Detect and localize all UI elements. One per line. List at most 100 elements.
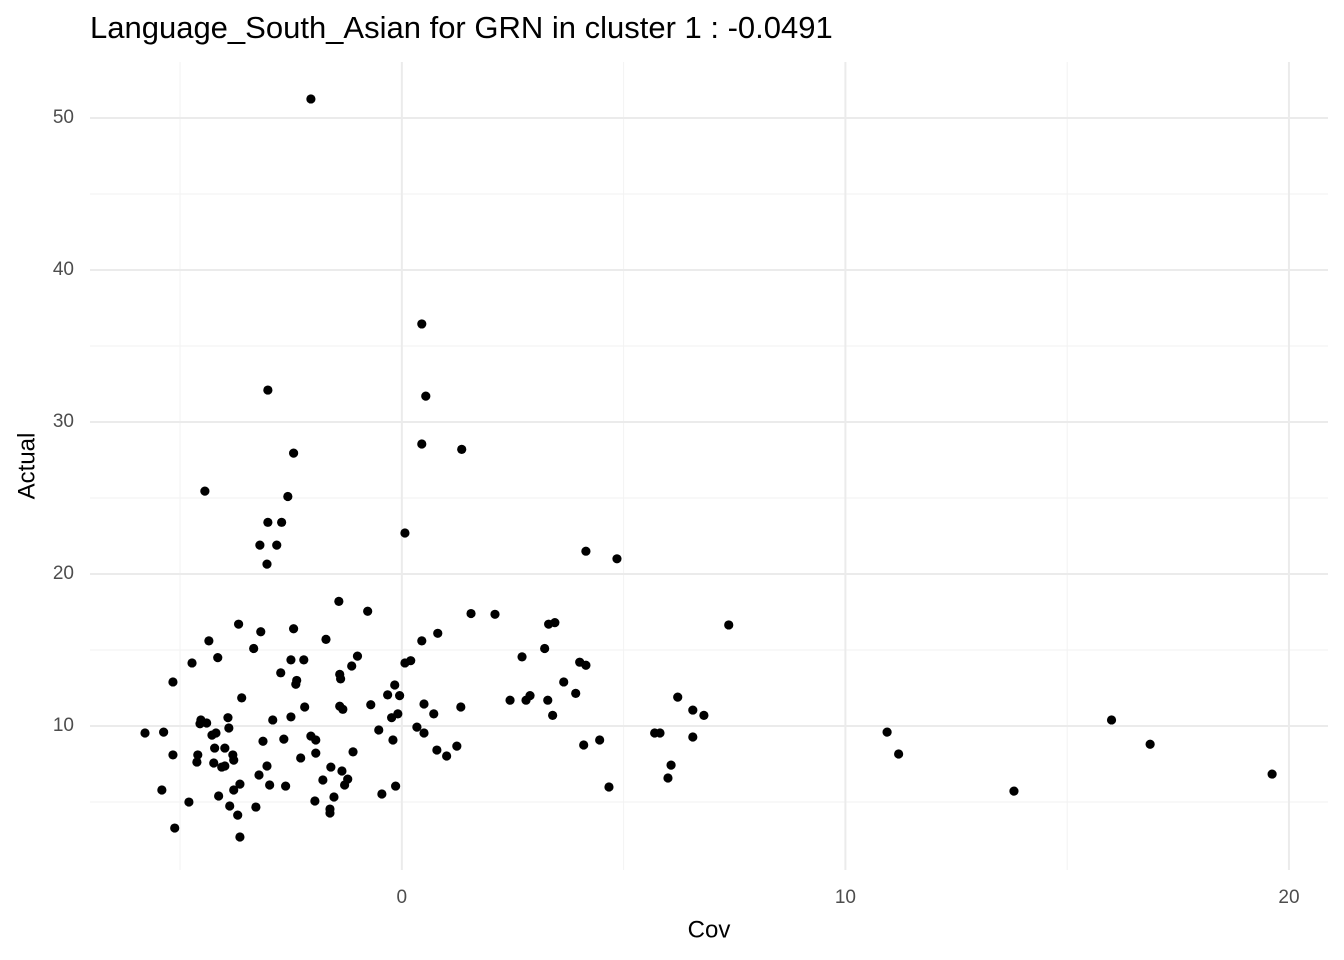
point bbox=[262, 761, 272, 771]
point bbox=[229, 785, 239, 795]
chart-title: Language_South_Asian for GRN in cluster … bbox=[90, 10, 833, 45]
point bbox=[329, 792, 339, 802]
y-axis-label: Actual bbox=[13, 433, 40, 500]
point bbox=[220, 743, 230, 753]
point bbox=[612, 554, 622, 564]
point bbox=[318, 775, 328, 785]
point bbox=[406, 656, 416, 666]
point bbox=[419, 699, 429, 709]
point bbox=[666, 760, 676, 770]
point bbox=[258, 736, 268, 746]
point bbox=[263, 517, 273, 527]
point bbox=[286, 712, 296, 722]
point bbox=[210, 743, 220, 753]
point bbox=[400, 528, 410, 538]
point bbox=[262, 559, 272, 569]
point bbox=[321, 634, 331, 644]
point bbox=[256, 627, 266, 637]
point bbox=[663, 773, 673, 783]
point bbox=[195, 719, 205, 729]
point bbox=[263, 385, 273, 395]
x-tick-label: 0 bbox=[397, 887, 408, 908]
point bbox=[140, 728, 150, 738]
point bbox=[490, 609, 500, 619]
point bbox=[306, 94, 316, 104]
point bbox=[170, 823, 180, 833]
point bbox=[571, 688, 581, 698]
point bbox=[233, 810, 243, 820]
point bbox=[595, 735, 605, 745]
point bbox=[202, 718, 212, 728]
point bbox=[336, 674, 346, 684]
point bbox=[229, 755, 239, 765]
y-tick-label: 30 bbox=[53, 411, 74, 432]
point bbox=[334, 596, 344, 606]
point bbox=[265, 780, 275, 790]
point bbox=[207, 730, 217, 740]
point bbox=[299, 655, 309, 665]
point bbox=[433, 628, 443, 638]
point bbox=[421, 391, 431, 401]
point bbox=[374, 725, 384, 735]
point bbox=[581, 546, 591, 556]
x-tick-label: 20 bbox=[1278, 887, 1299, 908]
point bbox=[279, 734, 289, 744]
point bbox=[521, 695, 531, 705]
point bbox=[390, 680, 400, 690]
point bbox=[220, 761, 230, 771]
point bbox=[281, 781, 291, 791]
point bbox=[395, 691, 405, 701]
point bbox=[311, 748, 321, 758]
point bbox=[442, 751, 452, 761]
point bbox=[286, 655, 296, 665]
point bbox=[417, 319, 427, 329]
point bbox=[699, 710, 709, 720]
point bbox=[383, 690, 393, 700]
point bbox=[272, 540, 282, 550]
point bbox=[338, 704, 348, 714]
point bbox=[277, 517, 287, 527]
point bbox=[223, 713, 233, 723]
point bbox=[296, 753, 306, 763]
point bbox=[204, 636, 214, 646]
point bbox=[655, 728, 665, 738]
point bbox=[235, 832, 245, 842]
point bbox=[337, 766, 347, 776]
point bbox=[363, 606, 373, 616]
point bbox=[517, 652, 527, 662]
point bbox=[325, 808, 335, 818]
y-tick-label: 50 bbox=[53, 107, 74, 128]
point bbox=[688, 705, 698, 715]
point bbox=[214, 791, 224, 801]
y-tick-label: 10 bbox=[53, 715, 74, 736]
point bbox=[326, 762, 336, 772]
point bbox=[288, 448, 299, 458]
point bbox=[168, 677, 178, 687]
point bbox=[352, 651, 363, 661]
point bbox=[288, 624, 299, 634]
point bbox=[417, 439, 427, 449]
point bbox=[456, 702, 466, 712]
y-tick-label: 40 bbox=[53, 259, 74, 280]
point bbox=[347, 661, 357, 671]
point bbox=[419, 728, 429, 738]
point bbox=[882, 727, 892, 737]
point bbox=[254, 770, 264, 780]
y-tick-label: 20 bbox=[53, 563, 74, 584]
point bbox=[268, 715, 278, 725]
point bbox=[412, 722, 422, 732]
point bbox=[1267, 769, 1277, 779]
point bbox=[200, 486, 210, 496]
point bbox=[340, 780, 350, 790]
point bbox=[187, 658, 197, 668]
point bbox=[1106, 715, 1117, 725]
point bbox=[249, 643, 259, 654]
point bbox=[193, 750, 203, 760]
grid bbox=[90, 62, 1328, 870]
x-axis-label: Cov bbox=[688, 916, 731, 943]
point bbox=[429, 709, 439, 719]
point bbox=[168, 750, 178, 760]
point bbox=[276, 668, 286, 678]
point bbox=[543, 695, 553, 705]
